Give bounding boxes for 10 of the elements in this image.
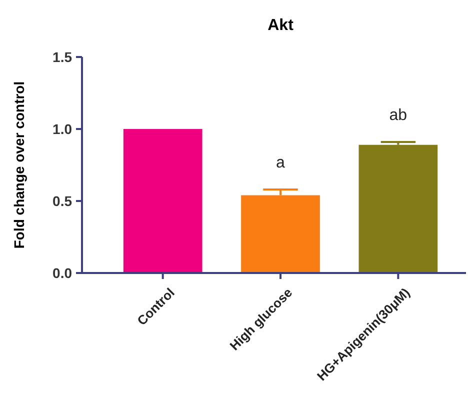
- y-tick-label: 1.0: [52, 120, 72, 137]
- y-tick-label: 0.5: [52, 192, 72, 209]
- y-tick-label: 0.0: [52, 264, 72, 281]
- bar: [123, 129, 202, 273]
- bar: [358, 144, 438, 273]
- y-axis-title: Fold change over control: [11, 81, 27, 249]
- chart-title: Akt: [268, 17, 294, 34]
- annotation: a: [276, 154, 286, 172]
- annotation: ab: [389, 106, 408, 124]
- y-tick-label: 1.5: [52, 48, 72, 65]
